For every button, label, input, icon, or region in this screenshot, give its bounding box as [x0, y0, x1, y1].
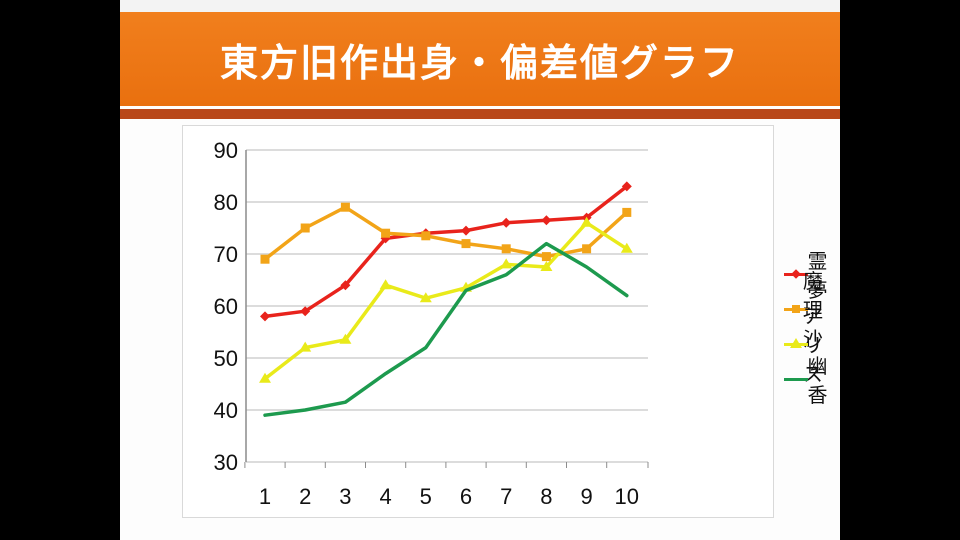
slide: 東方旧作出身・偏差値グラフ 30 40 50 60 70 80 90 1 2 3 4 5 6 7 8 9 10 … — [120, 0, 840, 540]
data-point — [340, 280, 351, 291]
data-point — [501, 217, 512, 228]
data-point — [379, 279, 392, 290]
y-tick-label: 40 — [214, 398, 238, 423]
data-point — [340, 202, 350, 212]
data-point — [620, 242, 633, 253]
data-point — [580, 216, 593, 227]
data-point — [299, 341, 312, 352]
y-tick-label: 90 — [214, 138, 238, 163]
x-tick-label: 8 — [540, 484, 552, 509]
legend-label: 霊夢 — [807, 248, 828, 302]
x-tick-label: 1 — [259, 484, 271, 509]
data-point — [622, 207, 632, 217]
series-line-4 — [263, 241, 629, 417]
data-point — [541, 252, 551, 262]
title-bar — [120, 12, 840, 106]
line-chart: 30 40 50 60 70 80 90 1 2 3 4 5 6 7 8 9 10 — [214, 138, 649, 509]
chart-frame: 30 40 50 60 70 80 90 1 2 3 4 5 6 7 8 9 10 — [182, 125, 774, 518]
legend-label: アリス — [802, 304, 823, 386]
data-point — [419, 292, 432, 303]
data-point — [260, 311, 270, 322]
x-tick-label: 4 — [379, 484, 391, 509]
legend-label: 幽香 — [807, 353, 828, 407]
y-tick-label: 70 — [214, 242, 238, 267]
x-tick-label: 9 — [580, 484, 592, 509]
data-point — [380, 233, 391, 244]
x-tick-label: 10 — [615, 484, 639, 509]
legend-item: 霊夢 — [784, 249, 840, 302]
title-underbar — [120, 109, 840, 119]
legend-swatch — [784, 337, 808, 351]
data-point — [461, 239, 471, 249]
chart-legend: 霊夢 魔理沙 アリス 幽香 — [784, 249, 840, 407]
page-title: 東方旧作出身・偏差値グラフ — [219, 39, 740, 85]
legend-swatch — [784, 372, 808, 386]
data-point — [500, 258, 513, 269]
data-point — [260, 254, 270, 264]
legend-swatch — [784, 267, 808, 281]
data-point — [381, 228, 391, 238]
data-point — [300, 306, 311, 317]
series-line-2 — [263, 205, 629, 261]
x-tick-label: 7 — [500, 484, 512, 509]
y-tick-label: 50 — [214, 346, 238, 371]
series-line-1 — [263, 184, 629, 319]
series-line-3 — [263, 221, 629, 381]
legend-swatch — [784, 302, 808, 316]
legend-item: 幽香 — [784, 354, 840, 407]
data-point — [300, 223, 310, 233]
y-tick-label: 80 — [214, 190, 238, 215]
top-strip — [120, 0, 840, 12]
legend-item: アリス — [784, 304, 840, 386]
data-point — [339, 333, 352, 344]
x-tick-label: 3 — [339, 484, 351, 509]
x-tick-label: 2 — [299, 484, 311, 509]
y-tick-label: 60 — [214, 294, 238, 319]
data-point — [582, 244, 592, 254]
x-tick-label: 6 — [460, 484, 472, 509]
data-point — [421, 231, 431, 241]
y-tick-label: 30 — [214, 450, 238, 475]
data-point — [461, 225, 471, 236]
title-divider — [120, 106, 840, 109]
data-point — [259, 372, 271, 383]
x-tick-label: 5 — [420, 484, 432, 509]
data-point — [621, 181, 632, 192]
data-point — [541, 215, 552, 226]
data-point — [540, 261, 553, 271]
data-point — [501, 244, 511, 254]
